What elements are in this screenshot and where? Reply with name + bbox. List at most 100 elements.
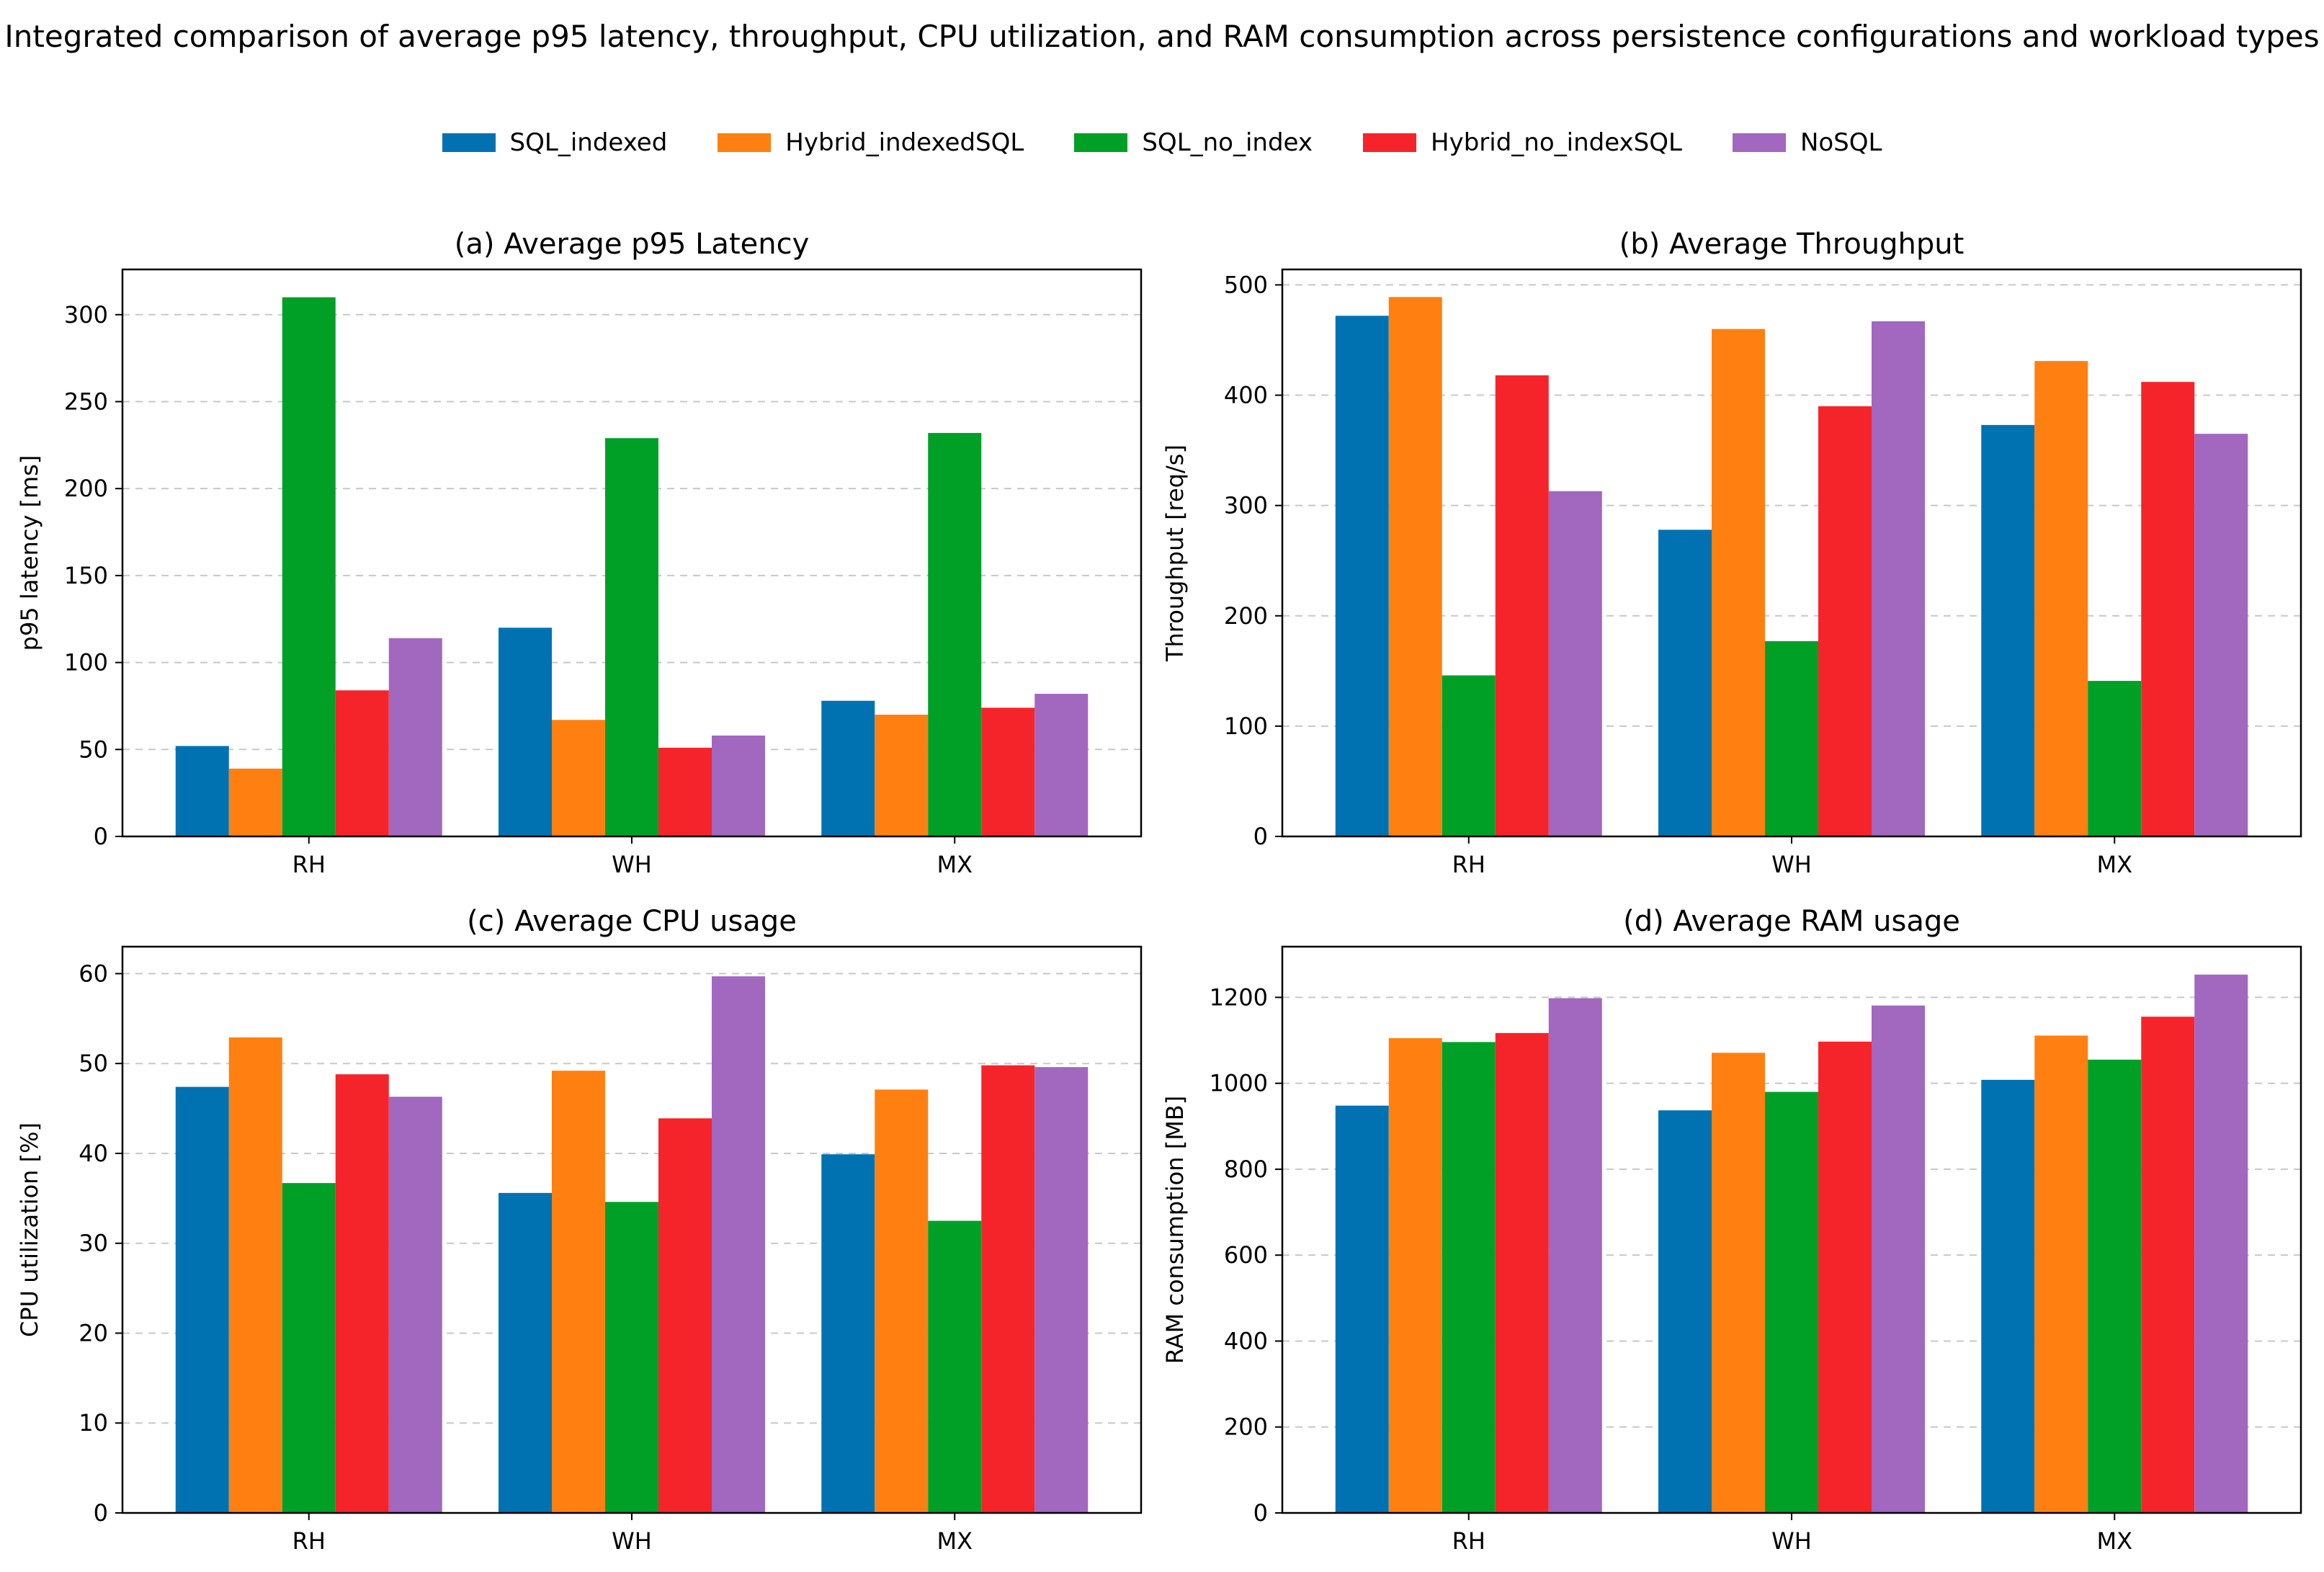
y-tick-label: 0 xyxy=(94,823,108,850)
bar xyxy=(1818,1041,1872,1513)
bar xyxy=(1335,316,1389,837)
y-tick-label: 200 xyxy=(1224,602,1268,630)
panel-title: (d) Average RAM usage xyxy=(1623,905,1960,938)
bar xyxy=(875,1089,929,1513)
x-tick-label: RH xyxy=(1452,1527,1485,1555)
bar xyxy=(981,707,1035,836)
x-tick-label: RH xyxy=(292,851,326,878)
bar xyxy=(1495,375,1549,836)
y-tick-label: 50 xyxy=(79,1050,108,1077)
y-tick-label: 1200 xyxy=(1210,983,1268,1011)
bar xyxy=(2034,361,2088,837)
legend-swatch xyxy=(718,133,772,152)
bar xyxy=(2194,434,2248,836)
y-tick-label: 500 xyxy=(1224,271,1268,298)
legend-label: Hybrid_no_indexSQL xyxy=(1431,128,1682,157)
y-tick-label: 250 xyxy=(64,388,108,415)
y-tick-label: 30 xyxy=(79,1230,108,1257)
y-tick-label: 200 xyxy=(64,475,108,502)
bar xyxy=(1548,998,1602,1513)
bar xyxy=(228,768,282,836)
bar xyxy=(821,1154,875,1513)
x-tick-label: RH xyxy=(292,1527,326,1555)
y-tick-label: 150 xyxy=(64,562,108,589)
bar xyxy=(712,976,765,1513)
bar xyxy=(335,690,389,836)
bar xyxy=(1442,1042,1496,1513)
bar xyxy=(875,715,929,836)
x-tick-label: MX xyxy=(937,1527,973,1555)
x-tick-label: WH xyxy=(612,851,652,878)
bar xyxy=(175,746,229,836)
bar xyxy=(605,1202,658,1513)
legend-item-nosql: NoSQL xyxy=(1732,128,1882,157)
legend-item-hybrid-indexedsql: Hybrid_indexedSQL xyxy=(718,128,1024,157)
y-tick-label: 300 xyxy=(1224,492,1268,519)
panel-title: (a) Average p95 Latency xyxy=(455,228,810,261)
bar xyxy=(388,638,442,836)
bar xyxy=(282,297,336,837)
y-axis-label: CPU utilization [%] xyxy=(16,1122,43,1337)
y-tick-label: 300 xyxy=(64,301,108,329)
bar xyxy=(821,700,875,836)
y-tick-label: 50 xyxy=(79,736,108,763)
y-axis-label: RAM consumption [MB] xyxy=(1161,1096,1189,1365)
x-tick-label: MX xyxy=(2096,1527,2132,1555)
legend-label: Hybrid_indexedSQL xyxy=(785,128,1024,157)
bar xyxy=(552,720,605,836)
y-tick-label: 10 xyxy=(79,1409,108,1437)
plot-frame xyxy=(121,945,1143,1514)
bar xyxy=(1818,406,1872,836)
bar xyxy=(1034,1067,1089,1513)
bar xyxy=(2141,1017,2195,1513)
legend-swatch xyxy=(1074,133,1128,152)
y-tick-label: 20 xyxy=(79,1319,108,1347)
y-tick-label: 400 xyxy=(1224,382,1268,409)
x-tick-label: MX xyxy=(2096,851,2132,878)
bar xyxy=(1548,491,1602,836)
bar xyxy=(499,628,552,836)
legend-label: SQL_indexed xyxy=(509,128,668,157)
y-axis-label: Throughput [req/s] xyxy=(1161,445,1189,662)
bar xyxy=(228,1037,282,1513)
plot-frame xyxy=(121,268,1143,838)
bar xyxy=(175,1086,229,1513)
bar xyxy=(1495,1032,1549,1513)
bar xyxy=(2194,974,2248,1513)
bar xyxy=(1388,297,1442,836)
bar xyxy=(1872,1005,1925,1513)
bar xyxy=(658,1118,712,1513)
panel-title: (c) Average CPU usage xyxy=(467,905,797,938)
y-tick-label: 40 xyxy=(79,1140,108,1167)
bar xyxy=(1034,694,1089,836)
bar xyxy=(335,1074,389,1513)
legend-swatch xyxy=(1363,133,1416,152)
bar xyxy=(981,1065,1035,1513)
y-tick-label: 0 xyxy=(1253,823,1268,850)
bar xyxy=(2088,1059,2142,1513)
x-tick-label: WH xyxy=(1771,851,1812,878)
bar xyxy=(282,1183,336,1513)
y-tick-label: 100 xyxy=(1224,713,1268,740)
bar xyxy=(1981,1079,2035,1513)
bar xyxy=(605,438,658,836)
legend-item-sql-indexed: SQL_indexed xyxy=(442,128,668,157)
bar xyxy=(388,1097,442,1513)
bar xyxy=(712,735,765,836)
legend-swatch xyxy=(442,133,496,152)
bar xyxy=(499,1192,552,1513)
y-tick-label: 60 xyxy=(79,960,108,987)
plot-frame xyxy=(1281,268,2302,838)
bar xyxy=(928,1220,982,1513)
legend-item-hybrid-no-indexsql: Hybrid_no_indexSQL xyxy=(1363,128,1682,157)
x-tick-label: RH xyxy=(1452,851,1485,878)
y-tick-label: 800 xyxy=(1224,1156,1268,1183)
y-tick-label: 600 xyxy=(1224,1241,1268,1269)
legend-item-sql-no-index: SQL_no_index xyxy=(1074,128,1313,157)
legend-label: SQL_no_index xyxy=(1142,128,1313,157)
x-tick-label: WH xyxy=(1771,1527,1812,1555)
legend-label: NoSQL xyxy=(1800,128,1882,157)
bar xyxy=(1765,640,1818,836)
bar xyxy=(2141,382,2195,836)
bar xyxy=(1765,1091,1818,1513)
